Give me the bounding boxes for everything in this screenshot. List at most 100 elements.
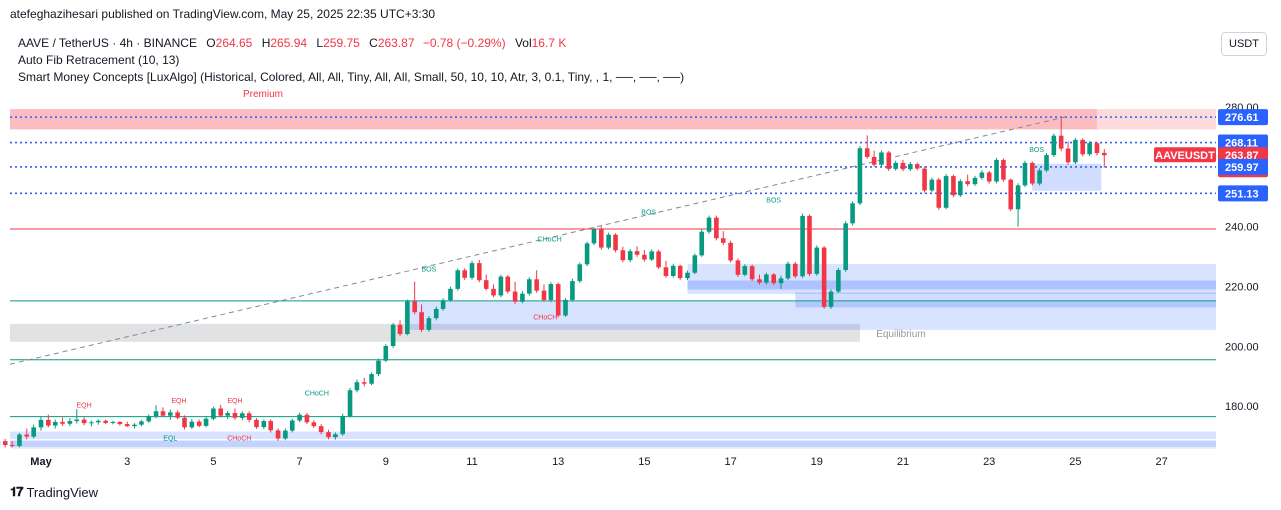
symbol-title[interactable]: AAVE / TetherUS · 4h · BINANCE [18,36,197,50]
premium-zone [10,109,1097,130]
candle [175,410,180,420]
candle-body [771,274,776,284]
tradingview-branding[interactable]: 𝟏𝟕 TradingView [10,484,98,500]
candle-body [728,242,733,261]
equilibrium-label: Equilibrium [876,329,925,340]
candle [1030,161,1035,186]
candle [9,441,15,448]
candle [656,249,661,270]
candle [347,387,353,418]
candle [986,170,992,184]
indicator-fib[interactable]: Auto Fib Retracement (10, 13) [18,53,180,67]
x-tick-label: 13 [552,456,564,468]
candles-layer [0,118,1107,448]
smc-label: CHoCH [305,391,329,398]
candle-body [175,412,180,418]
volume-label: Vol [514,36,532,50]
candle-body [943,176,949,208]
candle [563,298,568,317]
candle [714,215,719,241]
candle [951,174,956,198]
candle-body [455,270,461,289]
candle-body [9,445,15,447]
candle [699,229,705,257]
currency-button[interactable]: USDT [1221,32,1267,56]
candle [24,428,30,440]
indicator-smc[interactable]: Smart Money Concepts [LuxAlgo] (Historic… [18,70,685,84]
candle [663,260,669,278]
candle [591,227,597,246]
candle [2,439,8,448]
candle-body [448,288,453,301]
candle [1015,183,1021,227]
candle [994,157,999,184]
x-tick-label: 21 [897,456,909,468]
candle [828,289,834,309]
candle-body [412,301,417,313]
candle-body [52,421,58,426]
x-tick-label: 23 [983,456,995,468]
x-tick-label: 25 [1069,456,1081,468]
candle-body [677,265,683,279]
candle-body [74,419,80,422]
candle [749,264,755,282]
smc-label: BOS [641,210,656,217]
candle [103,419,108,425]
price-tag: 251.13 [1218,185,1268,202]
candle-body [843,223,848,271]
candle [728,240,733,263]
candle [685,270,690,280]
candle-body [599,229,604,248]
candle-body [685,272,690,279]
candle [196,419,202,428]
candle-body [17,434,22,446]
candle [720,231,726,246]
candle-body [864,148,870,157]
symbol-tag-bg [1154,147,1216,163]
candle [354,379,360,393]
candle-body [649,251,655,260]
candle-body [821,247,827,307]
candle [800,213,805,278]
order-block-zone [795,292,1216,308]
candle [239,411,245,421]
candle-body [692,255,698,273]
candle [979,170,985,180]
candle [304,413,310,425]
price-tags-layer: 276.61268.11AAVEUSDT263.8754:21259.97251… [1154,109,1268,202]
chart-legend: AAVE / TetherUS · 4h · BINANCE O264.65 H… [18,35,684,86]
candle [850,201,855,226]
candle-body [1037,170,1042,184]
candle [397,320,403,337]
candle [965,174,970,187]
candle-body [1044,155,1049,171]
candle [369,372,374,386]
candle-body [563,299,568,316]
candle-body [893,162,898,169]
candle [38,416,44,431]
x-tick-label: 5 [210,456,216,468]
x-tick-label: 9 [383,456,389,468]
candle [649,249,655,262]
candle [893,160,898,171]
candle [642,249,647,262]
candle [1073,137,1078,165]
candle [1058,118,1064,152]
candle-body [965,181,970,185]
price-tag-bg [1218,158,1268,175]
candle-body [512,291,518,302]
x-tick-label: 19 [811,456,823,468]
close-label: C [369,36,378,50]
candle-body [491,288,496,296]
candle-body [706,217,712,232]
candle-body [326,432,331,438]
candle [613,233,618,253]
candle [182,415,187,430]
candle [520,291,525,304]
candle-body [477,263,482,281]
equilibrium-zone [10,323,860,342]
candle [1065,141,1071,165]
open-label: O [206,36,216,50]
candle-body [792,263,798,277]
